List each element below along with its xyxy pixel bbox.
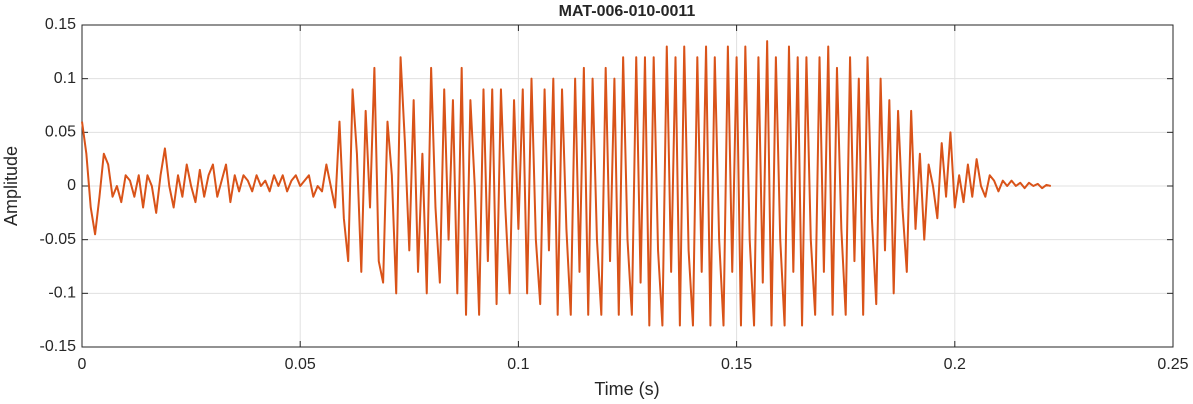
- y-tick-label: 0.1: [54, 70, 76, 87]
- x-tick-label: 0.15: [721, 356, 752, 373]
- x-tick-label: 0.25: [1157, 356, 1188, 373]
- x-tick-label: 0.05: [285, 356, 316, 373]
- chart-title: MAT-006-010-0011: [559, 3, 696, 20]
- plot-frame: [81, 24, 1174, 348]
- y-tick-label: -0.1: [48, 285, 76, 302]
- x-axis-label: Time (s): [594, 379, 659, 399]
- y-tick-label: -0.05: [40, 231, 77, 248]
- y-tick-label: 0.15: [45, 16, 76, 33]
- y-axis-label: Amplitude: [1, 146, 21, 226]
- x-tick-label: 0.1: [507, 356, 529, 373]
- y-tick-label: 0: [67, 177, 76, 194]
- waveform-line: [81, 40, 1052, 327]
- x-tick-label: 0: [78, 356, 87, 373]
- x-tick-label: 0.2: [944, 356, 966, 373]
- y-tick-label: -0.15: [40, 338, 77, 355]
- y-tick-label: 0.05: [45, 124, 76, 141]
